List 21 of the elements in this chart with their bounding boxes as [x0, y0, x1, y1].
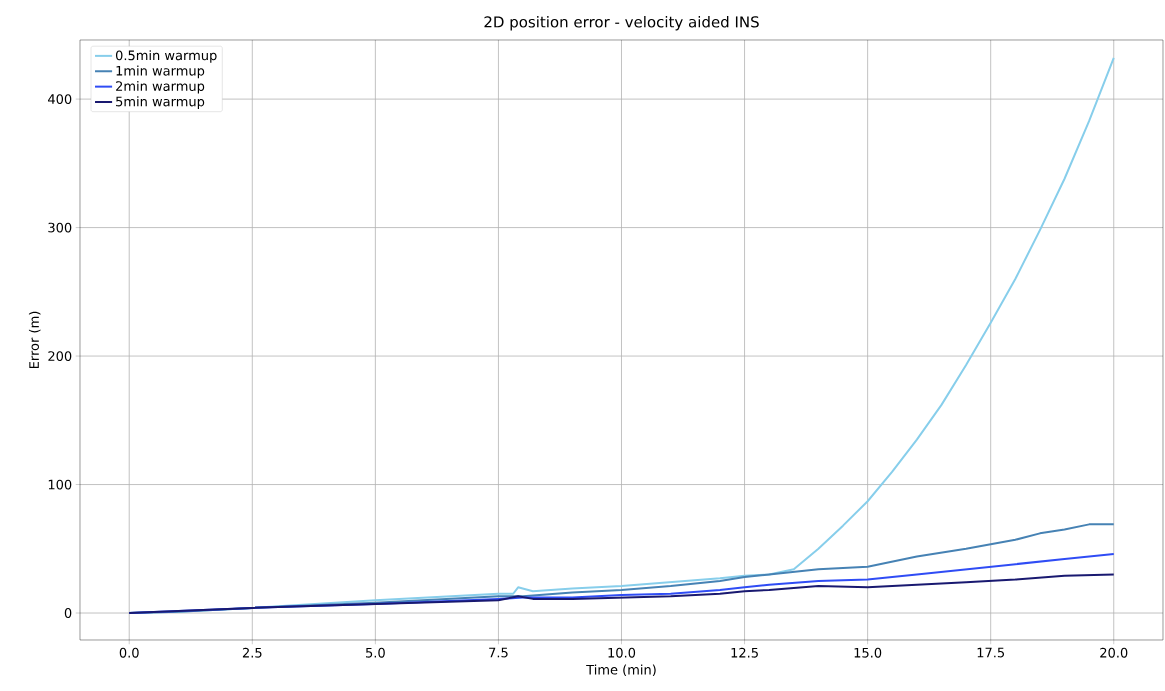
legend-label: 2min warmup — [116, 80, 205, 94]
x-tick-label: 15.0 — [854, 647, 882, 658]
y-tick-label: 300 — [48, 222, 72, 233]
x-tick-label: 2.5 — [242, 647, 262, 658]
x-tick-label: 7.5 — [489, 647, 508, 658]
x-axis-title: Time (min) — [586, 664, 656, 677]
x-tick-label: 10.0 — [608, 647, 636, 658]
y-tick-label: 400 — [48, 94, 72, 105]
x-tick-label: 20.0 — [1100, 647, 1128, 658]
y-tick-label: 0 — [64, 608, 72, 618]
y-tick-label: 200 — [48, 351, 72, 361]
legend-label: 1min warmup — [116, 65, 205, 79]
legend-label: 5min warmup — [116, 96, 205, 109]
chart-title: 2D position error - velocity aided INS — [484, 15, 759, 31]
x-tick-label: 0.0 — [119, 647, 139, 658]
legend-label: 0.5min warmup — [115, 50, 217, 63]
y-axis-title: Error (m) — [28, 311, 41, 369]
x-tick-label: 5.0 — [366, 647, 385, 658]
x-tick-label: 17.5 — [977, 647, 1005, 658]
y-tick-label: 100 — [48, 479, 72, 490]
x-tick-label: 12.5 — [731, 647, 758, 658]
